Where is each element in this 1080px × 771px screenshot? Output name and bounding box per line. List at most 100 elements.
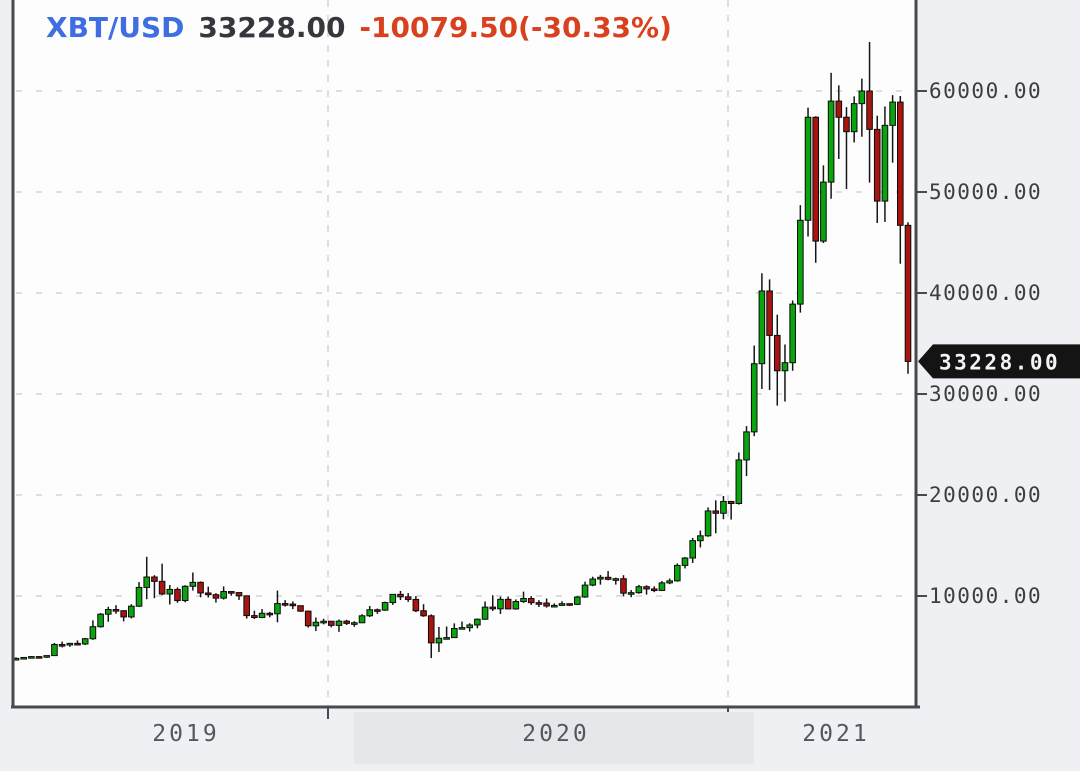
candle-up <box>889 101 896 126</box>
candle-down <box>535 602 543 605</box>
candle-down <box>727 500 735 504</box>
candle-up <box>89 626 97 640</box>
candle-down <box>243 595 250 617</box>
candle-up <box>827 100 835 183</box>
candle-down <box>812 116 820 242</box>
candle-up <box>320 620 327 624</box>
candle-down <box>643 586 650 590</box>
candle-up <box>451 628 458 639</box>
candle-down <box>504 598 512 610</box>
y-axis-label: 30000.00 <box>929 382 1043 406</box>
candle-down <box>835 100 843 118</box>
candle-down <box>74 642 81 646</box>
candle-down <box>297 605 304 612</box>
candle-up <box>804 116 812 221</box>
candle-up <box>820 181 827 242</box>
candle-down <box>543 602 550 607</box>
candle-up <box>781 362 789 372</box>
candle-down <box>897 101 904 226</box>
candle-up <box>850 103 858 133</box>
quote-header: XBT/USD 33228.00 -10079.50(-30.33%) <box>46 11 672 44</box>
candle-up <box>458 627 466 630</box>
candle-down <box>904 224 912 362</box>
symbol-label: XBT/USD <box>46 11 185 44</box>
candle-up <box>474 618 481 626</box>
last-price-tag <box>918 344 1080 379</box>
candle-up <box>520 598 527 603</box>
candle-down <box>343 620 350 624</box>
candle-up <box>881 124 889 202</box>
price-change-label: -10079.50(-30.33%) <box>359 11 672 44</box>
candle-down <box>251 615 258 619</box>
candle-up <box>166 588 174 595</box>
candle-up <box>51 643 58 657</box>
candle-up <box>20 656 27 660</box>
candle-down <box>204 592 212 596</box>
candle-up <box>443 637 450 640</box>
candle-up <box>97 613 104 628</box>
candle-down <box>35 656 43 659</box>
candle-up <box>797 219 804 305</box>
candle-up <box>789 303 796 364</box>
candle-up <box>581 584 589 598</box>
candle-down <box>158 580 166 595</box>
candle-up <box>858 90 866 105</box>
candle-down <box>650 588 658 592</box>
candle-up <box>658 582 666 591</box>
candle-up <box>274 603 281 615</box>
candle-up <box>743 431 750 461</box>
candle-down <box>120 610 127 618</box>
candle-up <box>435 637 443 644</box>
candle-down <box>420 610 427 617</box>
candles-group <box>14 42 912 661</box>
candle-down <box>197 581 204 594</box>
y-axis-label: 10000.00 <box>929 584 1043 608</box>
candle-up <box>104 609 112 615</box>
candle-down <box>766 290 773 336</box>
candle-down <box>489 606 497 610</box>
y-axis-label: 60000.00 <box>929 79 1043 103</box>
candle-up <box>312 621 320 627</box>
candle-up <box>481 606 489 620</box>
candle-up <box>697 535 704 542</box>
candle-down <box>397 593 404 598</box>
candle-up <box>550 604 558 608</box>
candle-up <box>704 510 712 537</box>
candle-down <box>58 643 66 647</box>
candle-up <box>666 580 673 584</box>
candle-down <box>112 609 120 612</box>
candle-down <box>427 615 435 644</box>
candle-up <box>735 459 743 504</box>
candle-down <box>620 578 627 594</box>
candle-down <box>228 591 235 594</box>
candle-up <box>635 586 643 594</box>
last-price-tag-text: 33228.00 <box>939 350 1060 374</box>
candle-down <box>604 576 612 580</box>
candle-down <box>151 576 158 582</box>
candle-up <box>351 622 358 625</box>
candle-down <box>374 609 381 612</box>
candle-down <box>304 610 312 627</box>
y-axis-label: 50000.00 <box>929 180 1043 204</box>
candle-down <box>843 116 850 133</box>
candle-up <box>66 642 74 646</box>
candle-up <box>597 576 604 580</box>
candle-up <box>612 578 620 581</box>
candle-up <box>681 557 689 566</box>
y-axis-label: 20000.00 <box>929 483 1043 507</box>
candle-up <box>189 581 197 587</box>
candle-down <box>873 128 881 202</box>
candle-up <box>627 592 635 595</box>
candle-up <box>43 655 51 658</box>
candle-down <box>404 596 412 600</box>
candle-up <box>750 363 758 433</box>
candle-up <box>135 586 143 607</box>
candle-up <box>28 656 35 659</box>
candle-up <box>181 585 189 602</box>
candle-up <box>389 593 397 604</box>
candle-up <box>335 620 343 626</box>
plot-area[interactable] <box>14 0 916 707</box>
candle-down <box>712 510 720 514</box>
